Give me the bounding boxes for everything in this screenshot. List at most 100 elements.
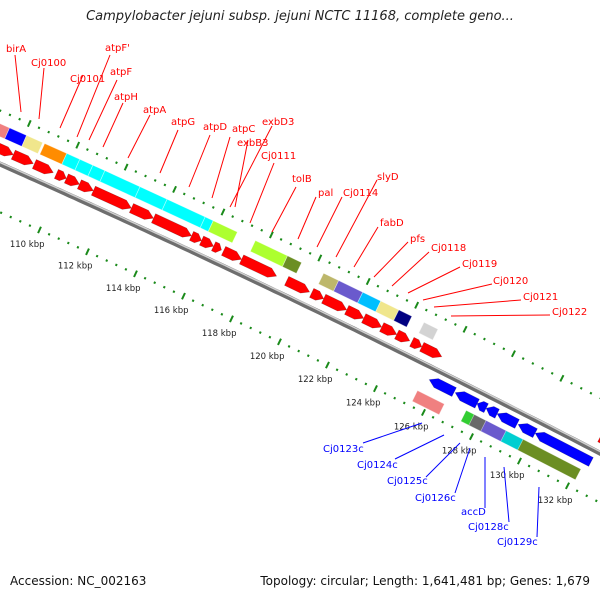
forward-gene-label: pfs	[410, 234, 425, 245]
forward-gene-label: Cj0120	[493, 276, 528, 287]
kbp-label: 114 kbp	[106, 284, 141, 294]
forward-label-leader	[127, 114, 151, 159]
forward-gene-arrow	[394, 329, 411, 343]
minor-tick	[444, 318, 448, 322]
reverse-cog-box	[517, 438, 582, 481]
minor-tick	[483, 337, 486, 341]
major-tick	[123, 163, 129, 171]
minor-tick	[541, 366, 544, 370]
major-tick	[269, 231, 274, 239]
reverse-label-leader	[503, 466, 510, 523]
forward-cog-box	[281, 255, 303, 274]
forward-gene-arrow	[284, 275, 311, 294]
forward-gene-label: Cj0114	[343, 188, 378, 199]
minor-tick	[556, 479, 560, 483]
forward-gene-label: Cj0101	[70, 74, 105, 85]
forward-label-leader	[271, 186, 297, 233]
major-tick	[373, 385, 378, 393]
minor-tick	[412, 406, 416, 410]
forward-cog-box	[21, 134, 44, 155]
forward-label-leader	[211, 136, 231, 199]
minor-tick	[0, 211, 3, 215]
major-tick	[564, 482, 570, 490]
forward-gene-label: Cj0100	[31, 58, 66, 69]
kbp-label: 112 kbp	[58, 262, 93, 272]
minor-tick	[18, 219, 22, 223]
minor-tick	[95, 152, 99, 156]
minor-tick	[364, 382, 368, 386]
forward-label-leader	[249, 162, 275, 224]
major-tick	[325, 361, 330, 369]
forward-gene-label: tolB	[292, 174, 312, 185]
minor-tick	[231, 215, 235, 218]
minor-tick	[479, 440, 483, 443]
major-tick	[220, 208, 226, 216]
minor-tick	[66, 241, 70, 245]
minor-tick	[37, 126, 41, 130]
forward-label-leader	[234, 139, 249, 208]
forward-gene-label: Cj0119	[462, 259, 497, 270]
minor-tick	[450, 425, 454, 429]
reverse-gene-label: Cj0123c	[323, 444, 364, 455]
forward-gene-arrow	[239, 254, 278, 278]
reverse-gene-label: Cj0126c	[415, 493, 456, 504]
kbp-label: 122 kbp	[298, 375, 333, 385]
forward-gene-label: atpG	[171, 117, 195, 128]
major-tick	[277, 338, 282, 346]
minor-tick	[299, 247, 302, 251]
forward-label-leader	[229, 125, 273, 208]
reverse-label-leader	[454, 447, 471, 494]
forward-gene-label: fabD	[380, 218, 404, 229]
minor-tick	[289, 242, 293, 246]
minor-tick	[508, 454, 512, 458]
forward-gene-arrow	[0, 142, 14, 157]
minor-tick	[402, 401, 406, 405]
minor-tick	[441, 420, 445, 424]
minor-tick	[489, 444, 493, 448]
forward-gene-label: pal	[318, 188, 333, 199]
reverse-gene-label: accD	[461, 507, 486, 518]
minor-tick	[345, 373, 349, 376]
minor-tick	[502, 347, 506, 351]
minor-tick	[279, 238, 283, 241]
forward-gene-arrow	[128, 203, 155, 220]
minor-tick	[550, 371, 554, 375]
forward-gene-arrow	[210, 241, 222, 253]
forward-gene-arrow	[344, 304, 365, 320]
reverse-gene-arrow	[517, 423, 538, 439]
forward-gene-arrow	[199, 235, 214, 249]
forward-label-leader	[38, 67, 45, 120]
minor-tick	[531, 362, 535, 365]
kbp-label: 126 kbp	[394, 422, 429, 432]
minor-tick	[357, 275, 360, 279]
forward-gene-label: atpA	[143, 105, 166, 116]
forward-gene-arrow	[419, 341, 443, 359]
forward-gene-label: Cj0122	[552, 307, 587, 318]
minor-tick	[589, 391, 593, 395]
forward-gene-arrow	[220, 246, 243, 261]
minor-tick	[585, 494, 589, 498]
minor-tick	[144, 174, 147, 178]
kbp-label: 124 kbp	[346, 399, 381, 409]
reverse-gene-arrow	[476, 401, 489, 413]
minor-tick	[473, 332, 477, 336]
forward-gene-arrow	[90, 185, 132, 210]
minor-tick	[434, 313, 438, 317]
forward-gene-label: Cj0118	[431, 243, 466, 254]
forward-label-leader	[297, 196, 317, 240]
major-tick	[421, 408, 426, 417]
forward-gene-label: exbB3	[237, 138, 268, 149]
forward-gene-arrow	[309, 287, 325, 301]
minor-tick	[66, 139, 70, 143]
reverse-gene-label: Cj0129c	[497, 537, 538, 548]
reverse-gene-label: Cj0124c	[357, 460, 398, 471]
minor-tick	[424, 308, 428, 312]
forward-label-leader	[316, 196, 343, 248]
forward-cog-box	[39, 143, 68, 165]
major-tick	[181, 292, 186, 300]
forward-cog-box	[418, 321, 439, 341]
minor-tick	[105, 259, 109, 262]
minor-tick	[431, 415, 435, 419]
minor-tick	[191, 299, 195, 303]
kbp-label: 128 kbp	[442, 447, 477, 457]
